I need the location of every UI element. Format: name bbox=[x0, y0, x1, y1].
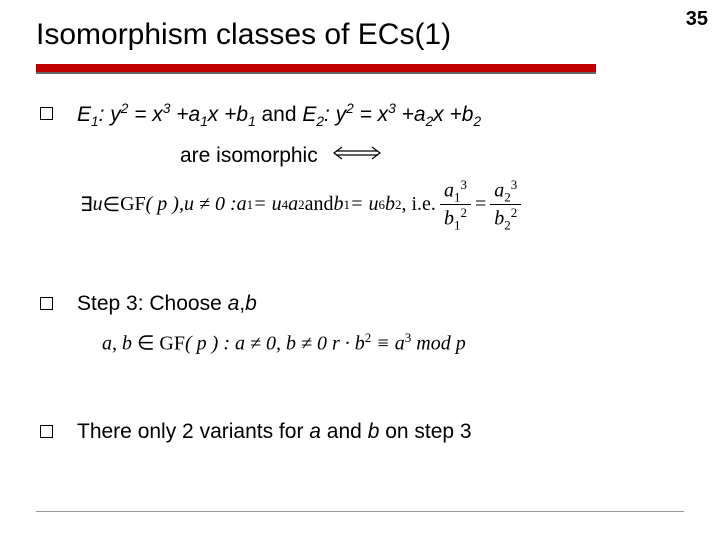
eq1-b-sub: 1 bbox=[248, 114, 256, 129]
eq1-b: x +b bbox=[208, 103, 248, 126]
f-eq-u4: = u bbox=[253, 193, 282, 216]
f-in: ∈ bbox=[103, 192, 120, 217]
eq2-x-sup: 3 bbox=[388, 101, 396, 116]
f-gf: GF bbox=[120, 193, 146, 216]
final-3: on step 3 bbox=[379, 420, 471, 443]
isomorphic-line: are isomorphic bbox=[180, 144, 680, 168]
f-uneq: u ≠ 0 : bbox=[184, 193, 237, 216]
eq2-b-sub: 2 bbox=[473, 114, 481, 129]
s3-rb: r · b bbox=[332, 333, 365, 355]
content-area: E1: y2 = x3 +a1x +b1 and E2: y2 = x3 +a2… bbox=[40, 100, 680, 458]
s3-p: ( p ) : bbox=[185, 333, 235, 355]
isomorphic-text: are isomorphic bbox=[180, 144, 318, 168]
f-a2: a bbox=[288, 193, 298, 216]
title-underline-gray bbox=[36, 72, 596, 74]
iff-arrow-icon bbox=[330, 144, 384, 168]
s3-in: ∈ bbox=[132, 333, 159, 355]
page-number: 35 bbox=[686, 8, 708, 31]
bullet-1-text: E1: y2 = x3 +a1x +b1 and E2: y2 = x3 +a2… bbox=[77, 100, 481, 132]
bullet-marker-icon bbox=[40, 297, 53, 310]
step3-text: Step 3: Choose bbox=[77, 292, 228, 315]
eq1-x: = x bbox=[128, 103, 162, 126]
f-b1: b bbox=[334, 193, 344, 216]
fraction-1: a13 b12 bbox=[440, 178, 471, 232]
bullet-1: E1: y2 = x3 +a1x +b1 and E2: y2 = x3 +a2… bbox=[40, 100, 680, 132]
step3-b: b bbox=[245, 292, 257, 315]
bullet-3: There only 2 variants for a and b on ste… bbox=[40, 418, 680, 446]
e1-label: E1 bbox=[77, 103, 99, 126]
final-2: and bbox=[321, 420, 368, 443]
e2-label: E2 bbox=[302, 103, 324, 126]
f-a1: a bbox=[237, 193, 247, 216]
step3-a: a bbox=[228, 292, 240, 315]
slide: 35 Isomorphism classes of ECs(1) E1: y2 … bbox=[0, 0, 720, 540]
f-and: and bbox=[305, 193, 334, 216]
eq2-x: = x bbox=[354, 103, 388, 126]
s3-b: , b bbox=[112, 333, 132, 355]
bullet-2-text: Step 3: Choose a,b bbox=[77, 290, 257, 318]
bullet-marker-icon bbox=[40, 107, 53, 120]
s3-bneq: b ≠ 0 bbox=[286, 333, 332, 355]
final-a: a bbox=[309, 420, 321, 443]
s3-aneq: a ≠ 0, bbox=[235, 333, 286, 355]
final-b: b bbox=[368, 420, 380, 443]
eq2-y-sup: 2 bbox=[346, 101, 354, 116]
slide-title: Isomorphism classes of ECs(1) bbox=[36, 18, 451, 52]
bullet-3-text: There only 2 variants for a and b on ste… bbox=[77, 418, 472, 446]
title-underline-red bbox=[36, 64, 596, 72]
eq1-a: +a bbox=[170, 103, 200, 126]
f-eq-u6: = u bbox=[350, 193, 379, 216]
final-1: There only 2 variants for bbox=[77, 420, 309, 443]
f-p: ( p ), bbox=[146, 193, 184, 216]
eq1-a-sub: 1 bbox=[200, 114, 208, 129]
and-text: and bbox=[256, 103, 303, 126]
f-b2: b bbox=[385, 193, 395, 216]
eq1-y: : y bbox=[99, 103, 121, 126]
frac-eq: = bbox=[475, 193, 486, 216]
footer-divider bbox=[36, 511, 684, 512]
bullet-2: Step 3: Choose a,b bbox=[40, 290, 680, 318]
s3-gf: GF bbox=[159, 333, 185, 355]
eq2-b: x +b bbox=[433, 103, 473, 126]
step3-formula: a, b ∈ GF( p ) : a ≠ 0, b ≠ 0 r · b2 ≡ a… bbox=[102, 330, 680, 356]
fraction-2: a23 b22 bbox=[490, 178, 521, 232]
f-u: u bbox=[93, 193, 103, 216]
s3-equiv: ≡ a bbox=[371, 333, 405, 355]
eq2-a: +a bbox=[396, 103, 426, 126]
exists-symbol: ∃ bbox=[80, 192, 93, 217]
s3-mod: mod p bbox=[411, 333, 465, 355]
s3-a: a bbox=[102, 333, 112, 355]
eq2-y: : y bbox=[324, 103, 346, 126]
isomorphism-condition-formula: ∃u ∈ GF( p ), u ≠ 0 : a1 = u4a2 and b1 =… bbox=[80, 178, 680, 232]
f-ie: , i.e. bbox=[402, 193, 436, 216]
bullet-marker-icon bbox=[40, 425, 53, 438]
